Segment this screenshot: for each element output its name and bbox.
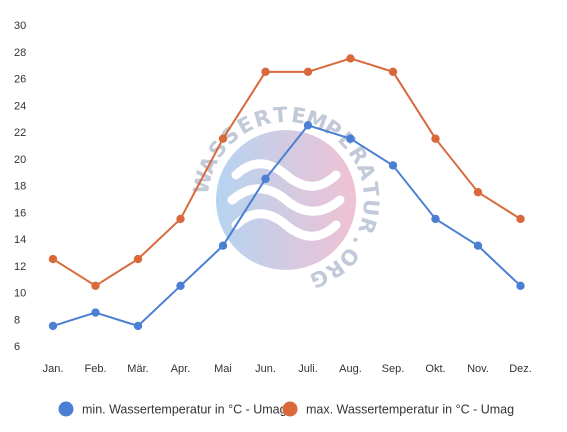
data-point: [218, 134, 228, 143]
data-point: [261, 67, 270, 77]
data-point: [48, 321, 58, 331]
y-tick-label: 12: [14, 261, 26, 273]
x-tick-label: Juli.: [298, 363, 318, 375]
y-tick-label: 28: [14, 47, 26, 59]
series-group: [48, 54, 525, 331]
data-point: [388, 67, 398, 77]
data-point: [48, 254, 58, 264]
data-point: [346, 54, 355, 63]
watermark-letter: W: [189, 168, 217, 196]
data-point: [346, 134, 355, 143]
data-point: [133, 254, 143, 264]
data-point: [516, 281, 525, 291]
data-point: [261, 174, 270, 184]
x-axis: Jan. Feb. Mär. Apr. Mai Jun. Juli. Aug. Sep. Okt.…: [43, 363, 532, 375]
x-tick-label: Dez.: [509, 363, 532, 375]
x-tick-label: Mär.: [127, 363, 148, 375]
y-tick-label: 24: [14, 100, 26, 112]
series-1: [48, 121, 525, 331]
legend-item-1: min. Wassertemperatur in °C - Umag: [58, 401, 287, 417]
series-2: [48, 54, 525, 291]
x-tick-label: Okt.: [425, 363, 445, 375]
data-point: [473, 187, 483, 197]
legend-label: max. Wassertemperatur in °C - Umag: [306, 403, 514, 417]
legend-label: min. Wassertemperatur in °C - Umag: [82, 403, 287, 417]
y-tick-label: 30: [14, 20, 26, 32]
wave-lines: [227, 159, 345, 241]
watermark-letter: T: [358, 181, 384, 199]
y-tick-label: 10: [14, 288, 26, 300]
y-axis: 6 8 10 12 14 16 18 20 22 24 26 28 30: [14, 20, 26, 353]
watermark-letter: R: [353, 214, 381, 237]
y-tick-label: 16: [14, 207, 26, 219]
data-point: [133, 321, 143, 331]
data-point: [303, 67, 313, 77]
watermark-letter: U: [358, 198, 383, 217]
y-tick-label: 14: [14, 234, 26, 246]
data-point: [218, 241, 228, 250]
y-tick-label: 20: [14, 154, 26, 166]
data-point: [516, 214, 525, 224]
data-point: [91, 308, 100, 317]
watermark-letter: E: [290, 103, 308, 129]
watermark-logo: WASSERTEMPERATUR.ORG: [189, 103, 384, 293]
data-point: [431, 214, 440, 224]
y-tick-label: 22: [14, 127, 26, 139]
y-tick-label: 6: [14, 341, 20, 353]
x-tick-label: Jun.: [255, 363, 276, 375]
series-line: [52, 57, 522, 287]
x-tick-label: Nov.: [467, 363, 489, 375]
x-tick-label: Jan.: [43, 363, 64, 375]
y-tick-label: 8: [14, 314, 20, 326]
series-line: [52, 124, 522, 327]
x-tick-label: Sep.: [382, 363, 405, 375]
legend-item-2: max. Wassertemperatur in °C - Umag: [282, 401, 514, 417]
legend-marker: [282, 401, 298, 417]
x-tick-label: Feb.: [84, 363, 106, 375]
x-tick-label: Mai: [214, 363, 232, 375]
y-tick-label: 26: [14, 74, 26, 86]
legend-marker: [58, 401, 74, 417]
data-point: [176, 281, 185, 291]
data-point: [388, 161, 398, 170]
data-point: [176, 214, 185, 224]
data-point: [473, 241, 483, 250]
x-tick-label: Aug.: [339, 363, 362, 375]
legend: min. Wassertemperatur in °C - Umag max. W…: [58, 401, 514, 417]
data-point: [431, 134, 440, 143]
watermark-letter: R: [251, 105, 273, 133]
y-tick-label: 18: [14, 181, 26, 193]
x-tick-label: Apr.: [171, 363, 191, 375]
watermark-letter: T: [272, 103, 289, 128]
data-point: [303, 121, 313, 130]
data-point: [91, 281, 100, 291]
